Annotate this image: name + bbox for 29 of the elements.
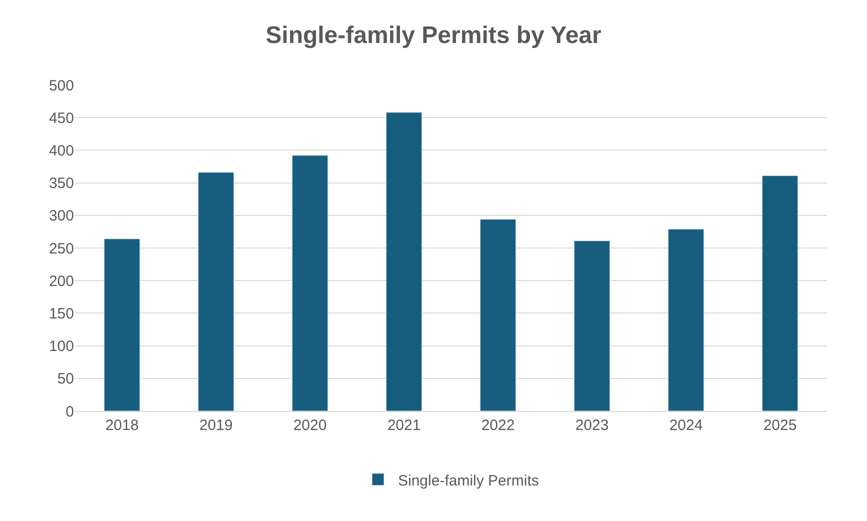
y-tick-label: 50 (57, 370, 74, 388)
chart-title: Single-family Permits by Year (266, 22, 602, 49)
bar (292, 155, 328, 411)
y-tick-label: 0 (66, 403, 74, 420)
y-tick-label: 400 (48, 142, 74, 160)
bar (198, 172, 234, 411)
x-tick-label: 2022 (481, 417, 515, 434)
bar (480, 219, 516, 411)
bar (386, 112, 422, 411)
y-tick-label: 250 (48, 240, 74, 258)
y-tick-label: 200 (48, 272, 74, 290)
x-tick-label: 2025 (763, 417, 797, 434)
y-tick-label: 150 (48, 305, 74, 322)
bar (668, 228, 704, 411)
y-tick-label: 100 (48, 338, 74, 356)
x-tick-label: 2018 (105, 417, 139, 434)
y-tick-label: 350 (48, 175, 74, 192)
bar (104, 238, 140, 411)
x-tick-label: 2024 (669, 417, 703, 434)
y-tick-label: 450 (48, 110, 74, 127)
bar (574, 240, 610, 411)
x-tick-label: 2023 (575, 417, 609, 434)
y-tick-label: 500 (48, 77, 74, 94)
y-tick-label: 300 (48, 208, 74, 225)
x-tick-label: 2020 (293, 417, 327, 434)
x-tick-label: 2021 (387, 417, 421, 434)
x-tick-label: 2019 (199, 417, 233, 434)
bar (762, 175, 798, 411)
legend-label: Single-family Permits (398, 472, 539, 490)
